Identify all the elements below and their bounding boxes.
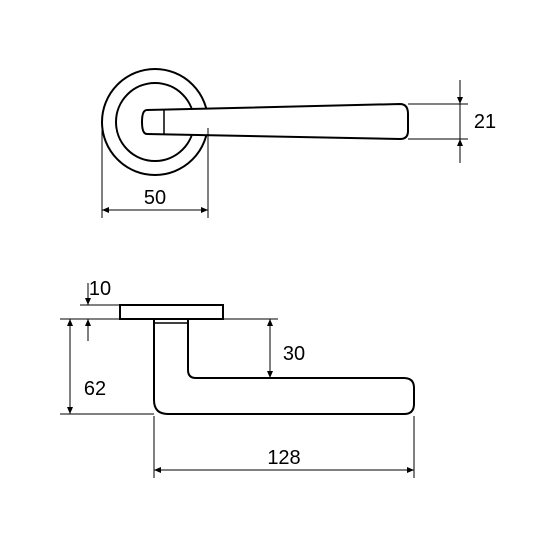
dim-total-depth: 62 (60, 319, 154, 414)
dim-lever-height: 21 (408, 80, 496, 163)
dim-label-128: 128 (267, 447, 300, 469)
dim-rose-diameter: 50 (102, 128, 208, 218)
dim-lever-length: 128 (154, 416, 414, 478)
side-view (120, 305, 414, 414)
diagram-canvas: 50 21 10 62 30 (0, 0, 551, 551)
dim-label-62: 62 (84, 378, 106, 400)
side-plate (120, 305, 223, 319)
dim-lever-projection: 30 (200, 319, 305, 378)
side-lever (154, 319, 414, 414)
dim-plate-thickness: 10 (80, 278, 120, 341)
front-view (102, 69, 408, 175)
dim-label-30: 30 (283, 343, 305, 365)
dim-label-21: 21 (474, 111, 496, 133)
dim-label-50: 50 (144, 187, 166, 209)
dim-label-10: 10 (89, 278, 111, 300)
lever-front (142, 104, 408, 139)
